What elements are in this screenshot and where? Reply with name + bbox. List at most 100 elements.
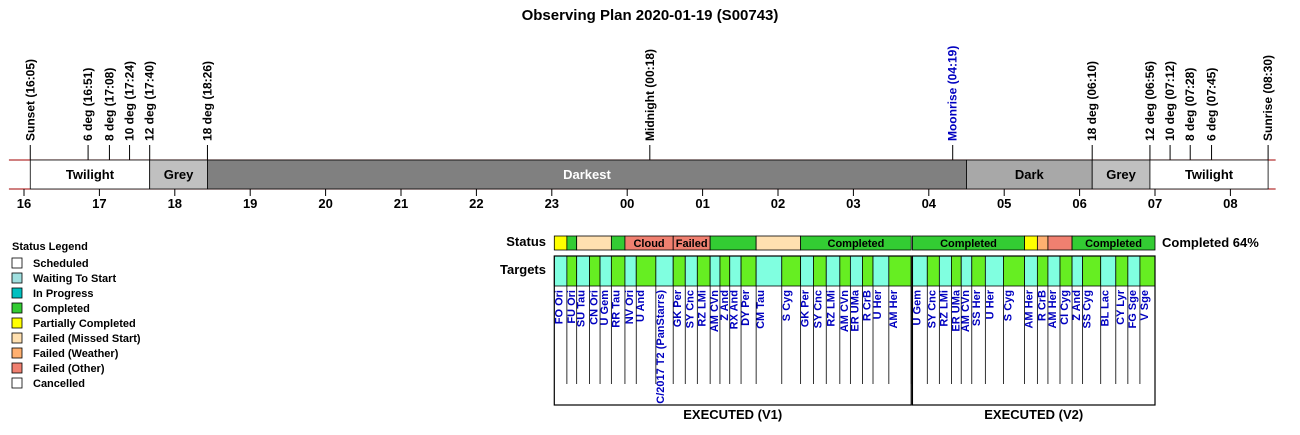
- status-segment: [755, 235, 802, 251]
- target-cell: [1003, 255, 1025, 287]
- target-cell: [926, 255, 940, 287]
- legend-label: Partially Completed: [33, 318, 136, 330]
- target-name: RZ LMi: [825, 290, 837, 327]
- target-name: AM Her: [1024, 289, 1036, 328]
- target-cell: [729, 255, 742, 287]
- status-segment: [610, 235, 626, 251]
- target-cell: [938, 255, 952, 287]
- target-cell: [719, 255, 731, 287]
- target-name: Z And: [719, 290, 731, 321]
- target-name: CM Tau: [755, 290, 767, 329]
- band-segment: [1091, 159, 1151, 190]
- target-name: R CrB: [1036, 290, 1048, 321]
- event-label: 18 deg (06:10): [1085, 61, 1099, 141]
- target-cell: [1115, 255, 1129, 287]
- status-segment: [1036, 235, 1049, 251]
- band-label: Grey: [164, 167, 194, 182]
- target-name: V Sge: [1139, 290, 1151, 321]
- target-name: C/2017 T2 (PanStarrs): [655, 290, 667, 404]
- block-footer: EXECUTED (V1): [683, 407, 782, 422]
- event-label: Sunrise (08:30): [1261, 55, 1275, 141]
- band-segment: [29, 159, 151, 190]
- target-cell: [849, 255, 863, 287]
- status-segment: [709, 235, 757, 251]
- hour-tick-label: 16: [17, 196, 31, 211]
- target-cell: [1059, 255, 1073, 287]
- target-name: AM Her: [888, 289, 900, 328]
- target-name: BL Lac: [1100, 290, 1112, 326]
- target-name: CI Cyg: [1059, 290, 1071, 325]
- status-segment: [800, 235, 912, 251]
- band-label: Grey: [1106, 167, 1136, 182]
- hour-tick-label: 07: [1148, 196, 1162, 211]
- target-name: DY Per: [740, 289, 752, 326]
- target-cell: [1071, 255, 1084, 287]
- target-name: S Cyg: [781, 290, 793, 321]
- target-cell: [740, 255, 757, 287]
- status-segment: [566, 235, 578, 251]
- target-name: FU Ori: [566, 290, 578, 324]
- target-cell: [1024, 255, 1038, 287]
- hour-tick-label: 21: [394, 196, 408, 211]
- target-name: SY Cnc: [684, 290, 696, 328]
- target-name: CY Lyr: [1115, 289, 1127, 325]
- hour-tick-label: 22: [469, 196, 483, 211]
- target-cell: [1100, 255, 1117, 287]
- target-name: SS Her: [971, 289, 983, 326]
- target-name: SU Tau: [576, 290, 588, 327]
- hour-tick-label: 03: [846, 196, 860, 211]
- target-cell: [624, 255, 637, 287]
- hour-tick-label: 06: [1072, 196, 1086, 211]
- hour-tick-label: 01: [695, 196, 709, 211]
- target-name: SS Cyg: [1082, 290, 1094, 329]
- legend-title: Status Legend: [12, 241, 88, 253]
- event-label: 6 deg (16:51): [81, 68, 95, 141]
- target-cell: [635, 255, 657, 287]
- legend-label: In Progress: [33, 288, 94, 300]
- hour-tick-label: 17: [92, 196, 106, 211]
- hour-tick-label: 20: [318, 196, 332, 211]
- target-cell: [912, 255, 928, 287]
- target-cell: [781, 255, 802, 287]
- target-name: Z And: [1071, 290, 1083, 321]
- target-name: U Gem: [911, 290, 923, 326]
- legend-swatch: [11, 317, 23, 329]
- target-name: SY Cnc: [926, 290, 938, 328]
- target-cell: [862, 255, 874, 287]
- legend-swatch: [11, 347, 23, 359]
- target-name: NV Ori: [624, 290, 636, 324]
- event-label: Moonrise (04:19): [946, 46, 960, 141]
- target-name: ER UMa: [849, 289, 861, 331]
- hour-axis: 16 17 18 19 20 21 22 23 00 01 02 03 04 05 06 07 08: [17, 189, 1238, 211]
- target-cell: [872, 255, 890, 287]
- hour-tick-label: 00: [620, 196, 634, 211]
- target-name: AM Her: [1047, 289, 1059, 328]
- status-segment: [1047, 235, 1073, 251]
- target-cell: [951, 255, 962, 287]
- target-cell: [1127, 255, 1141, 287]
- event-label: 18 deg (18:26): [200, 61, 214, 141]
- hour-tick-label: 04: [922, 196, 937, 211]
- hour-tick-label: 19: [243, 196, 257, 211]
- target-name: GK Per: [672, 289, 684, 327]
- legend-swatch: [11, 332, 23, 344]
- target-cell: [684, 255, 698, 287]
- band-segment: [207, 159, 967, 190]
- status-segment: [1024, 235, 1038, 251]
- target-name: U Gem: [599, 290, 611, 326]
- target-name: FG Sge: [1127, 290, 1139, 329]
- status-segment: [553, 235, 568, 251]
- target-cell: [672, 255, 686, 287]
- band-label: Dark: [1015, 167, 1045, 182]
- target-cell: [589, 255, 601, 287]
- status-segment: [1071, 235, 1156, 251]
- status-legend: Status Legend Scheduled Waiting To Start I…: [11, 241, 141, 390]
- target-cell: [696, 255, 711, 287]
- target-cell: [576, 255, 590, 287]
- legend-swatch: [11, 272, 23, 284]
- event-markers: Sunset (16:05) 6 deg (16:51) 8 deg (17:08)…: [23, 46, 1275, 160]
- targets-row-label: Targets: [500, 262, 546, 277]
- legend-swatch: [11, 377, 23, 389]
